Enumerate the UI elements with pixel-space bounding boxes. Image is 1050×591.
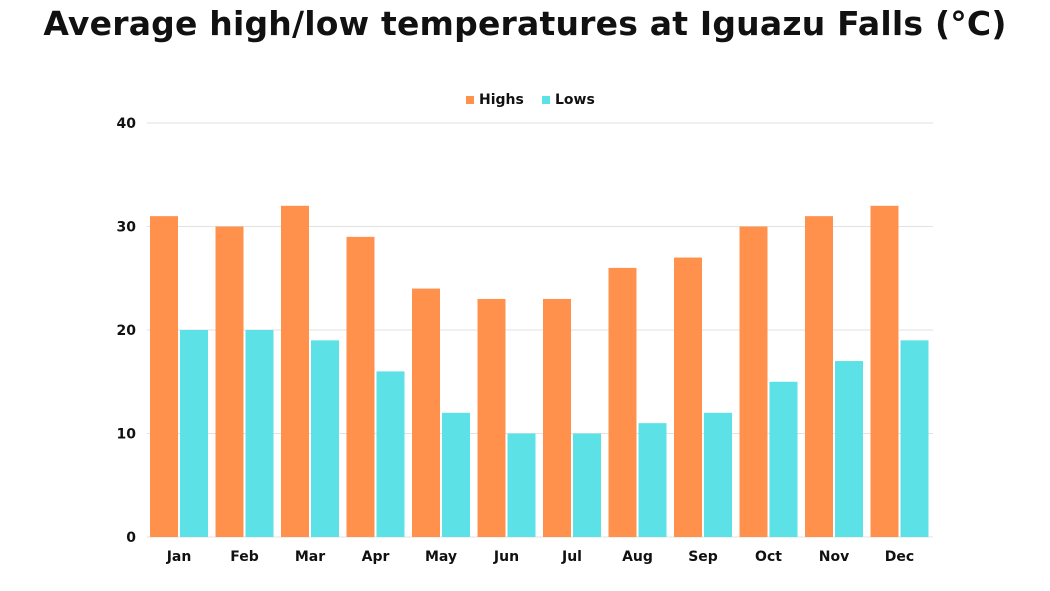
bar-lows-jan [180, 330, 208, 537]
bar-highs-oct [739, 226, 768, 537]
y-tick-label: 40 [117, 116, 137, 132]
bar-lows-aug [638, 423, 667, 537]
x-tick-label: Jun [493, 549, 519, 565]
bar-highs-may [412, 288, 440, 537]
bar-highs-apr [346, 236, 375, 537]
y-tick-label: 30 [117, 220, 137, 236]
bar-highs-jul [543, 298, 571, 537]
legend: Highs Lows [466, 92, 595, 108]
x-tick-label: Dec [885, 549, 914, 565]
bar-lows-mar [311, 340, 339, 537]
x-axis: Jan Feb Mar Apr May Jun Jul Aug Sep Oct Nov Dec [166, 549, 915, 565]
bar-highs-feb [215, 226, 244, 537]
bar-highs-jun [477, 298, 506, 537]
legend-label-lows: Lows [555, 92, 595, 108]
chart-title: Average high/low temperatures at Iguazu … [43, 4, 1007, 43]
legend-label-highs: Highs [479, 92, 524, 108]
bar-lows-jul [573, 433, 601, 537]
x-tick-label: Mar [295, 549, 325, 565]
x-tick-label: Jul [561, 549, 582, 565]
bar-lows-dec [900, 340, 929, 537]
bar-lows-apr [376, 371, 405, 537]
bar-highs-aug [608, 267, 637, 537]
y-tick-label: 0 [126, 530, 136, 546]
bar-highs-dec [870, 205, 899, 538]
bar-lows-oct [769, 381, 798, 537]
bar-highs-sep [674, 257, 702, 537]
bars [150, 205, 929, 538]
bar-lows-feb [245, 330, 274, 537]
x-tick-label: Apr [362, 549, 390, 565]
bar-highs-nov [805, 216, 833, 537]
legend-swatch-lows [542, 96, 550, 104]
x-tick-label: May [425, 549, 457, 565]
bar-lows-sep [704, 412, 732, 537]
y-axis: 0 10 20 30 40 [117, 116, 137, 546]
y-tick-label: 10 [117, 427, 137, 443]
gridlines [147, 122, 933, 538]
x-tick-label: Sep [688, 549, 718, 565]
legend-swatch-highs [466, 96, 474, 104]
x-tick-label: Oct [755, 549, 782, 565]
x-tick-label: Feb [230, 549, 259, 565]
bar-lows-jun [507, 433, 536, 537]
y-tick-label: 20 [117, 323, 137, 339]
x-tick-label: Jan [166, 549, 192, 565]
bar-lows-nov [835, 361, 863, 537]
x-tick-label: Nov [819, 549, 849, 565]
bar-highs-mar [281, 205, 309, 538]
x-tick-label: Aug [622, 549, 653, 565]
bar-highs-jan [150, 216, 178, 537]
bar-lows-may [442, 412, 470, 537]
